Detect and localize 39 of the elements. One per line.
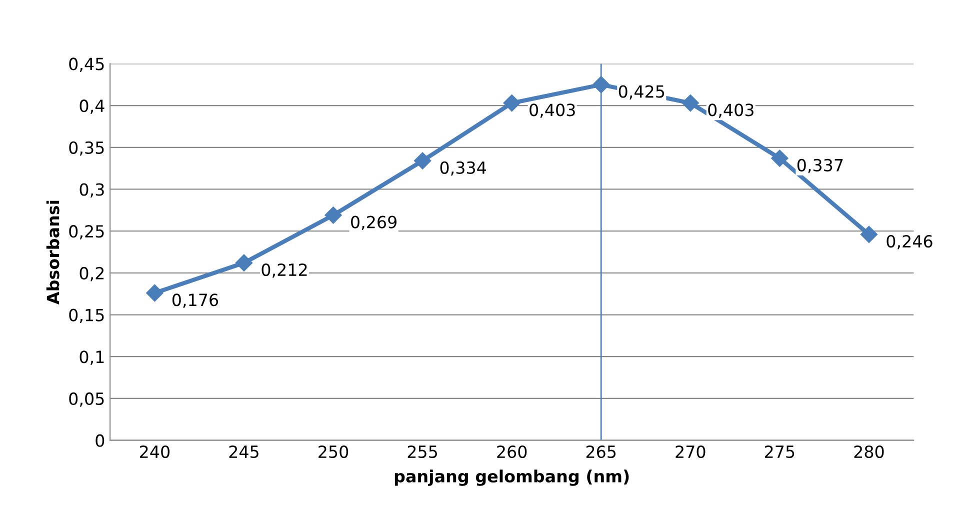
data-label: 0,269 bbox=[351, 216, 396, 230]
data-label: 0,403 bbox=[530, 104, 575, 118]
x-tick-label: 260 bbox=[497, 445, 527, 458]
y-tick-label: 0,25 bbox=[69, 225, 104, 240]
data-label: 0,334 bbox=[440, 161, 486, 176]
data-label: 0,403 bbox=[708, 104, 754, 118]
data-label: 0,425 bbox=[618, 85, 664, 100]
y-tick-label: 0,2 bbox=[80, 266, 104, 282]
y-tick-label: 0,15 bbox=[69, 308, 104, 324]
x-tick-label: 245 bbox=[229, 445, 258, 458]
y-tick-label: 0 bbox=[96, 434, 104, 447]
x-tick-label: 240 bbox=[140, 445, 170, 458]
point bbox=[682, 94, 699, 112]
point bbox=[503, 94, 520, 112]
y-tick-label: 0,3 bbox=[80, 183, 104, 198]
x-tick-label: 270 bbox=[676, 445, 706, 458]
data-label: 0,246 bbox=[886, 234, 932, 250]
x-tick-label: 280 bbox=[854, 445, 884, 458]
point bbox=[146, 284, 164, 302]
point bbox=[592, 76, 610, 94]
y-tick-label: 0,45 bbox=[69, 58, 104, 72]
point bbox=[860, 226, 878, 243]
point bbox=[414, 152, 432, 170]
y-tick-label: 0,4 bbox=[80, 100, 104, 114]
x-tick-label: 255 bbox=[408, 445, 438, 458]
point bbox=[324, 206, 342, 224]
y-tick-label: 0,35 bbox=[69, 141, 104, 156]
y-tick-label: 0,05 bbox=[69, 392, 104, 407]
x-tick-label: 265 bbox=[586, 445, 616, 458]
x-tick-label: 250 bbox=[318, 445, 348, 458]
x-tick-label: 275 bbox=[765, 445, 794, 458]
y-tick-label: 0,1 bbox=[80, 350, 104, 365]
point bbox=[235, 254, 253, 272]
data-label: 0,212 bbox=[262, 263, 307, 278]
point bbox=[771, 150, 788, 167]
data-label: 0,337 bbox=[797, 158, 843, 174]
data-label: 0,176 bbox=[172, 294, 218, 308]
x-axis-title: panjang gelombang (nm) bbox=[394, 470, 629, 486]
y-axis-title: Absorbansi bbox=[46, 200, 60, 304]
